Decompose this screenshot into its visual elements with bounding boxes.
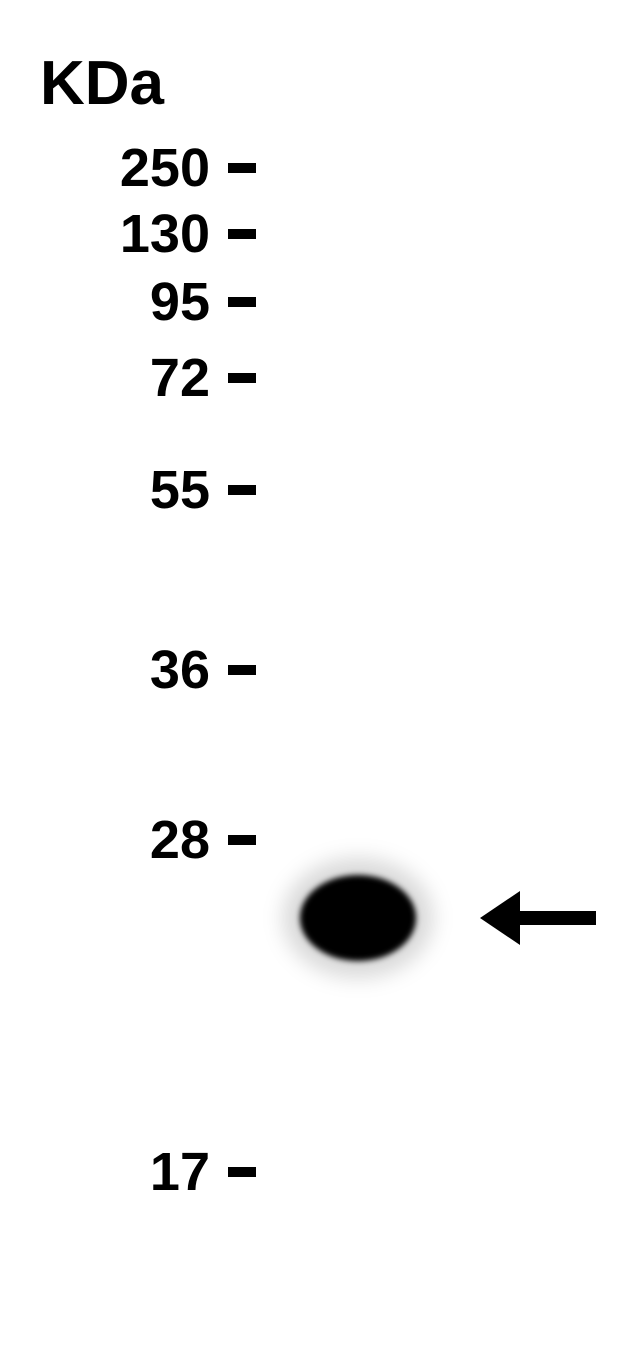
detected-band: [300, 875, 416, 961]
mw-tick-17: [228, 1167, 256, 1177]
mw-label-130: 130: [120, 203, 210, 265]
mw-label-17: 17: [150, 1141, 210, 1203]
mw-tick-72: [228, 373, 256, 383]
unit-label: KDa: [40, 48, 164, 119]
mw-label-28: 28: [150, 809, 210, 871]
blot-figure: KDa 25013095 72 55 36 28 17: [0, 0, 630, 1362]
mw-tick-95: [228, 297, 256, 307]
mw-tick-250: [228, 163, 256, 173]
mw-tick-55: [228, 485, 256, 495]
mw-label-36: 36: [150, 639, 210, 701]
mw-tick-28: [228, 835, 256, 845]
blot-lane: [280, 108, 440, 1323]
mw-label-72: 72: [150, 347, 210, 409]
mw-tick-36: [228, 665, 256, 675]
mw-label-95: 95: [150, 271, 210, 333]
mw-label-250: 250: [120, 137, 210, 199]
arrow-head-icon: [480, 891, 520, 945]
arrow-shaft: [520, 911, 596, 925]
mw-label-55: 55: [150, 459, 210, 521]
mw-tick-130: [228, 229, 256, 239]
